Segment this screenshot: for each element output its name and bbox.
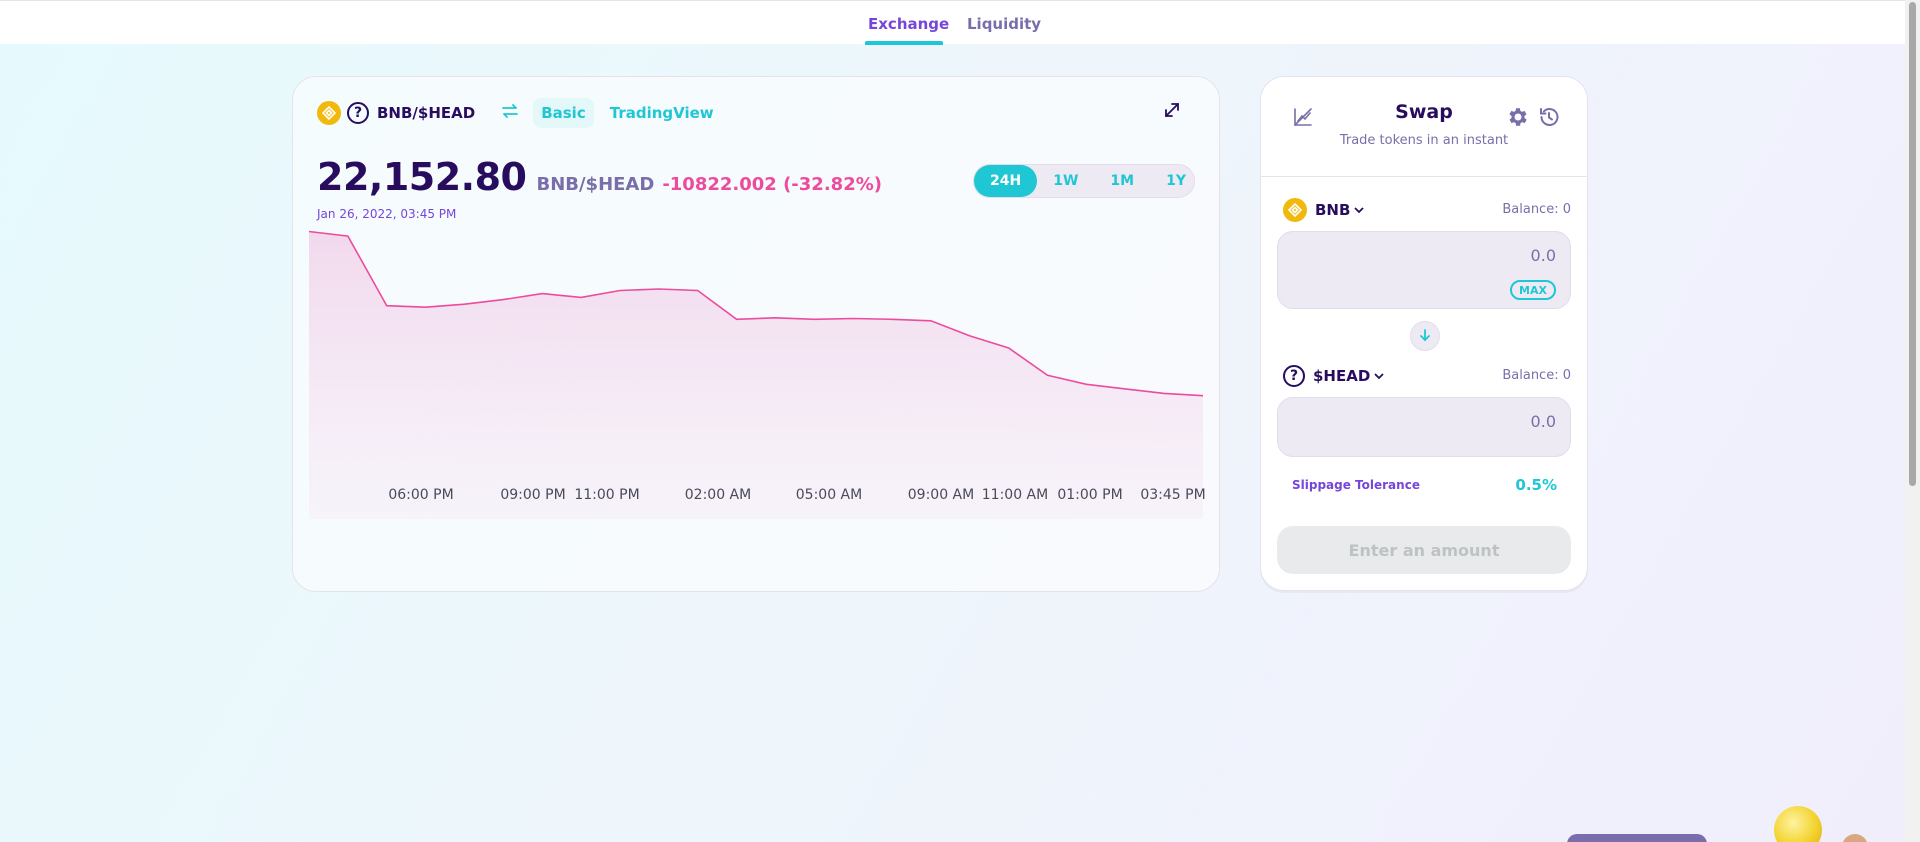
history-icon[interactable] [1537, 105, 1561, 129]
price-line [308, 230, 1204, 397]
x-tick-label: 06:00 PM [388, 487, 453, 503]
range-1w-button[interactable]: 1W [1053, 173, 1079, 189]
price-change: -10822.002 (-32.82%) [662, 174, 882, 195]
bottom-button-partial[interactable] [1567, 834, 1707, 842]
slippage-label: Slippage Tolerance [1292, 478, 1420, 492]
range-24h-button[interactable]: 24H [974, 165, 1038, 197]
bnb-token-icon [1283, 198, 1307, 222]
to-token-symbol: $HEAD [1313, 367, 1371, 385]
price-chart-card: ? BNB/$HEAD Basic TradingView 22,152.80 … [292, 76, 1220, 592]
max-button[interactable]: MAX [1510, 280, 1556, 300]
to-balance: Balance: 0 [1502, 368, 1571, 383]
swap-card: Swap Trade tokens in an instant BNB Bala… [1260, 76, 1588, 591]
chart-disabled-icon[interactable] [1291, 105, 1315, 129]
x-tick-label: 01:00 PM [1057, 487, 1122, 503]
tab-liquidity[interactable]: Liquidity [967, 15, 1042, 33]
unknown-token-icon: ? [347, 102, 369, 124]
swap-header: Swap Trade tokens in an instant [1261, 77, 1587, 177]
from-amount-box: MAX [1277, 231, 1571, 309]
coin-illustration [1774, 806, 1822, 842]
bnb-token-icon [317, 101, 341, 125]
pair-label: BNB/$HEAD [377, 104, 476, 122]
tab-exchange[interactable]: Exchange [868, 15, 950, 33]
scrollbar-thumb[interactable] [1909, 2, 1916, 486]
range-1m-button[interactable]: 1M [1110, 173, 1135, 189]
chevron-down-icon [1354, 203, 1365, 217]
active-tab-indicator [865, 41, 943, 45]
unknown-token-icon: ? [1283, 365, 1305, 387]
pair-header: ? BNB/$HEAD Basic TradingView [317, 98, 722, 128]
price-area-fill [309, 231, 1203, 519]
tradingview-chart-tab[interactable]: TradingView [609, 104, 714, 122]
x-tick-label: 02:00 AM [685, 487, 751, 503]
from-token-symbol: BNB [1315, 201, 1351, 219]
top-nav: Exchange Liquidity [0, 0, 1920, 45]
to-token-selector[interactable]: ? $HEAD [1283, 364, 1384, 388]
switch-direction-button[interactable] [1410, 321, 1440, 351]
enter-amount-button[interactable]: Enter an amount [1277, 526, 1571, 574]
to-amount-box [1277, 397, 1571, 457]
x-tick-label: 11:00 PM [574, 487, 639, 503]
time-range-selector: 24H 1W 1M 1Y [973, 164, 1195, 198]
price-date: Jan 26, 2022, 03:45 PM [317, 207, 457, 221]
x-tick-label: 03:45 PM [1140, 487, 1205, 503]
swap-title: Swap [1395, 101, 1453, 123]
from-balance: Balance: 0 [1502, 202, 1571, 217]
to-amount-input[interactable] [1356, 412, 1556, 431]
from-amount-input[interactable] [1356, 246, 1556, 265]
basic-chart-tab[interactable]: Basic [533, 98, 594, 128]
arrow-down-icon [1418, 327, 1432, 346]
swap-arrows-icon[interactable] [501, 103, 519, 124]
gear-icon[interactable] [1505, 105, 1529, 129]
from-token-selector[interactable]: BNB [1283, 198, 1365, 222]
expand-icon[interactable] [1161, 99, 1183, 121]
range-1y-button[interactable]: 1Y [1166, 173, 1186, 189]
price-pair-label: BNB/$HEAD [536, 174, 655, 195]
x-tick-label: 11:00 AM [982, 487, 1048, 503]
chevron-down-icon [1374, 369, 1384, 383]
swap-subtitle: Trade tokens in an instant [1339, 133, 1509, 148]
x-tick-label: 09:00 PM [500, 487, 565, 503]
x-tick-label: 09:00 AM [908, 487, 974, 503]
price-area-chart: 06:00 PM 09:00 PM 11:00 PM 02:00 AM 05:00 AM… [308, 230, 1206, 519]
bunny-illustration [1842, 834, 1868, 842]
x-tick-label: 05:00 AM [796, 487, 862, 503]
slippage-value[interactable]: 0.5% [1515, 476, 1557, 494]
price-value: 22,152.80 [317, 155, 527, 199]
price-summary: 22,152.80 BNB/$HEAD -10822.002 (-32.82%) [317, 155, 882, 199]
